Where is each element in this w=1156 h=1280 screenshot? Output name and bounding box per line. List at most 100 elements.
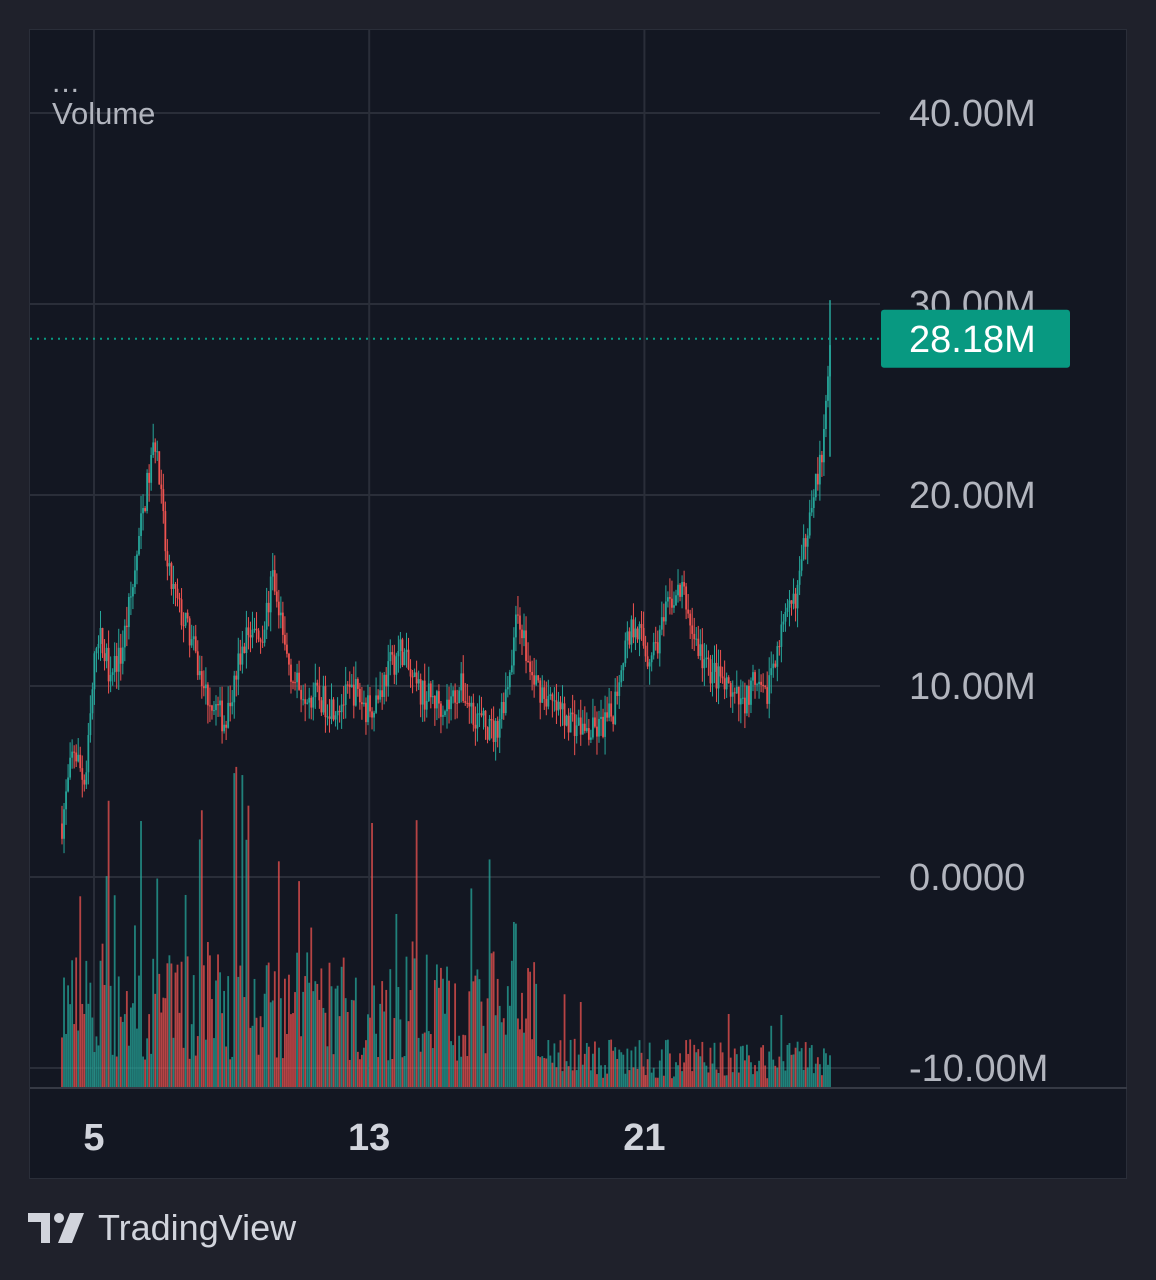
tradingview-brand[interactable]: TradingView bbox=[28, 1206, 296, 1250]
candle-body bbox=[452, 690, 454, 697]
candle-body bbox=[818, 454, 821, 485]
legend-menu-button[interactable]: ... bbox=[52, 66, 81, 99]
candle-body bbox=[154, 442, 157, 452]
candle-body bbox=[472, 702, 475, 725]
volume-bar bbox=[804, 1042, 807, 1087]
last-value-badge-label: 28.18M bbox=[909, 319, 1036, 361]
candle-body bbox=[328, 716, 331, 719]
volume-bar bbox=[332, 1054, 335, 1087]
volume-bar bbox=[389, 969, 392, 1087]
volume-bar bbox=[221, 1013, 223, 1087]
time-axis[interactable]: 5 13 21 bbox=[83, 1117, 665, 1159]
candle-body bbox=[713, 662, 716, 672]
volume-bar bbox=[662, 1075, 665, 1087]
candle-body bbox=[391, 652, 394, 655]
volume-bar bbox=[365, 1040, 367, 1087]
candle-body bbox=[628, 631, 631, 645]
volume-bar bbox=[156, 878, 159, 1087]
volume-bar bbox=[448, 980, 450, 1087]
volume-bar bbox=[296, 952, 298, 1087]
volume-bar bbox=[519, 1029, 521, 1087]
volume-bar bbox=[154, 993, 157, 1087]
volume-bar bbox=[247, 805, 250, 1087]
volume-bar bbox=[170, 963, 173, 1087]
candle-body bbox=[334, 715, 337, 720]
candle-body bbox=[515, 614, 517, 638]
volume-bar bbox=[758, 1060, 760, 1087]
candle-body bbox=[804, 538, 807, 547]
candle-body bbox=[693, 633, 696, 640]
candle-body bbox=[466, 702, 469, 704]
candle-body bbox=[754, 672, 756, 685]
volume-bar bbox=[107, 800, 110, 1087]
candle-body bbox=[150, 454, 153, 483]
volume-bar bbox=[411, 941, 414, 1087]
candle-body bbox=[806, 535, 809, 547]
volume-bar bbox=[425, 954, 428, 1087]
candle-body bbox=[519, 615, 521, 630]
volume-bar bbox=[569, 1039, 572, 1087]
candle-body bbox=[158, 451, 161, 485]
volume-bar bbox=[371, 822, 373, 1087]
indicator-legend[interactable]: ... Volume bbox=[52, 66, 155, 132]
candle-body bbox=[198, 671, 201, 676]
candle-body bbox=[77, 754, 80, 762]
candle-body bbox=[312, 697, 315, 708]
candle-body bbox=[431, 696, 434, 698]
volume-bar bbox=[306, 952, 309, 1087]
volume-bar bbox=[685, 1040, 688, 1087]
candle-body bbox=[727, 677, 730, 684]
candle-body bbox=[444, 711, 446, 716]
candle-body bbox=[569, 712, 572, 733]
volume-bar bbox=[377, 1057, 380, 1087]
volume-bar bbox=[452, 1045, 454, 1087]
candle-body bbox=[573, 714, 576, 737]
volume-bar bbox=[679, 1053, 681, 1087]
volume-bar bbox=[654, 1077, 657, 1087]
volume-bar bbox=[73, 1024, 76, 1087]
candle-body bbox=[381, 690, 384, 697]
candle-body bbox=[152, 442, 155, 455]
volume-bar bbox=[798, 1051, 801, 1087]
candle-body bbox=[784, 611, 787, 622]
candle-body bbox=[766, 687, 769, 704]
volume-bar bbox=[217, 954, 219, 1087]
volume-bar bbox=[594, 1041, 596, 1087]
volume-bar bbox=[474, 975, 477, 1087]
candle-body bbox=[782, 621, 785, 625]
candle-body bbox=[587, 728, 590, 740]
candle-body bbox=[338, 710, 341, 713]
candle-body bbox=[464, 701, 467, 703]
volume-bar bbox=[324, 1012, 327, 1087]
candle-body bbox=[468, 702, 471, 707]
volume-bar bbox=[166, 963, 169, 1087]
volume-bar bbox=[756, 1071, 758, 1087]
volume-bar bbox=[762, 1045, 765, 1087]
volume-bar bbox=[689, 1039, 692, 1087]
candle-body bbox=[460, 673, 463, 691]
candle-body bbox=[488, 718, 491, 740]
candle-body bbox=[673, 605, 675, 608]
tradingview-logo-icon bbox=[28, 1213, 84, 1243]
candle-body bbox=[223, 724, 226, 732]
candle-body bbox=[626, 631, 629, 641]
candle-body bbox=[764, 686, 767, 688]
volume-bar bbox=[754, 1065, 756, 1087]
candle-body bbox=[484, 710, 487, 728]
volume-bar bbox=[454, 983, 457, 1087]
volume-bar bbox=[533, 962, 536, 1087]
volume-bar bbox=[616, 1058, 619, 1087]
volume-bar bbox=[413, 958, 416, 1087]
candle-body bbox=[188, 618, 191, 646]
candle-body bbox=[691, 625, 694, 634]
volume-bar bbox=[721, 1052, 724, 1087]
candle-body bbox=[397, 651, 400, 657]
volume-bar bbox=[571, 1070, 574, 1087]
candle-body bbox=[539, 680, 542, 703]
candle-body bbox=[476, 713, 479, 729]
volume-bar bbox=[746, 1044, 748, 1087]
volume-bar bbox=[162, 997, 165, 1087]
candle-body bbox=[814, 473, 817, 498]
